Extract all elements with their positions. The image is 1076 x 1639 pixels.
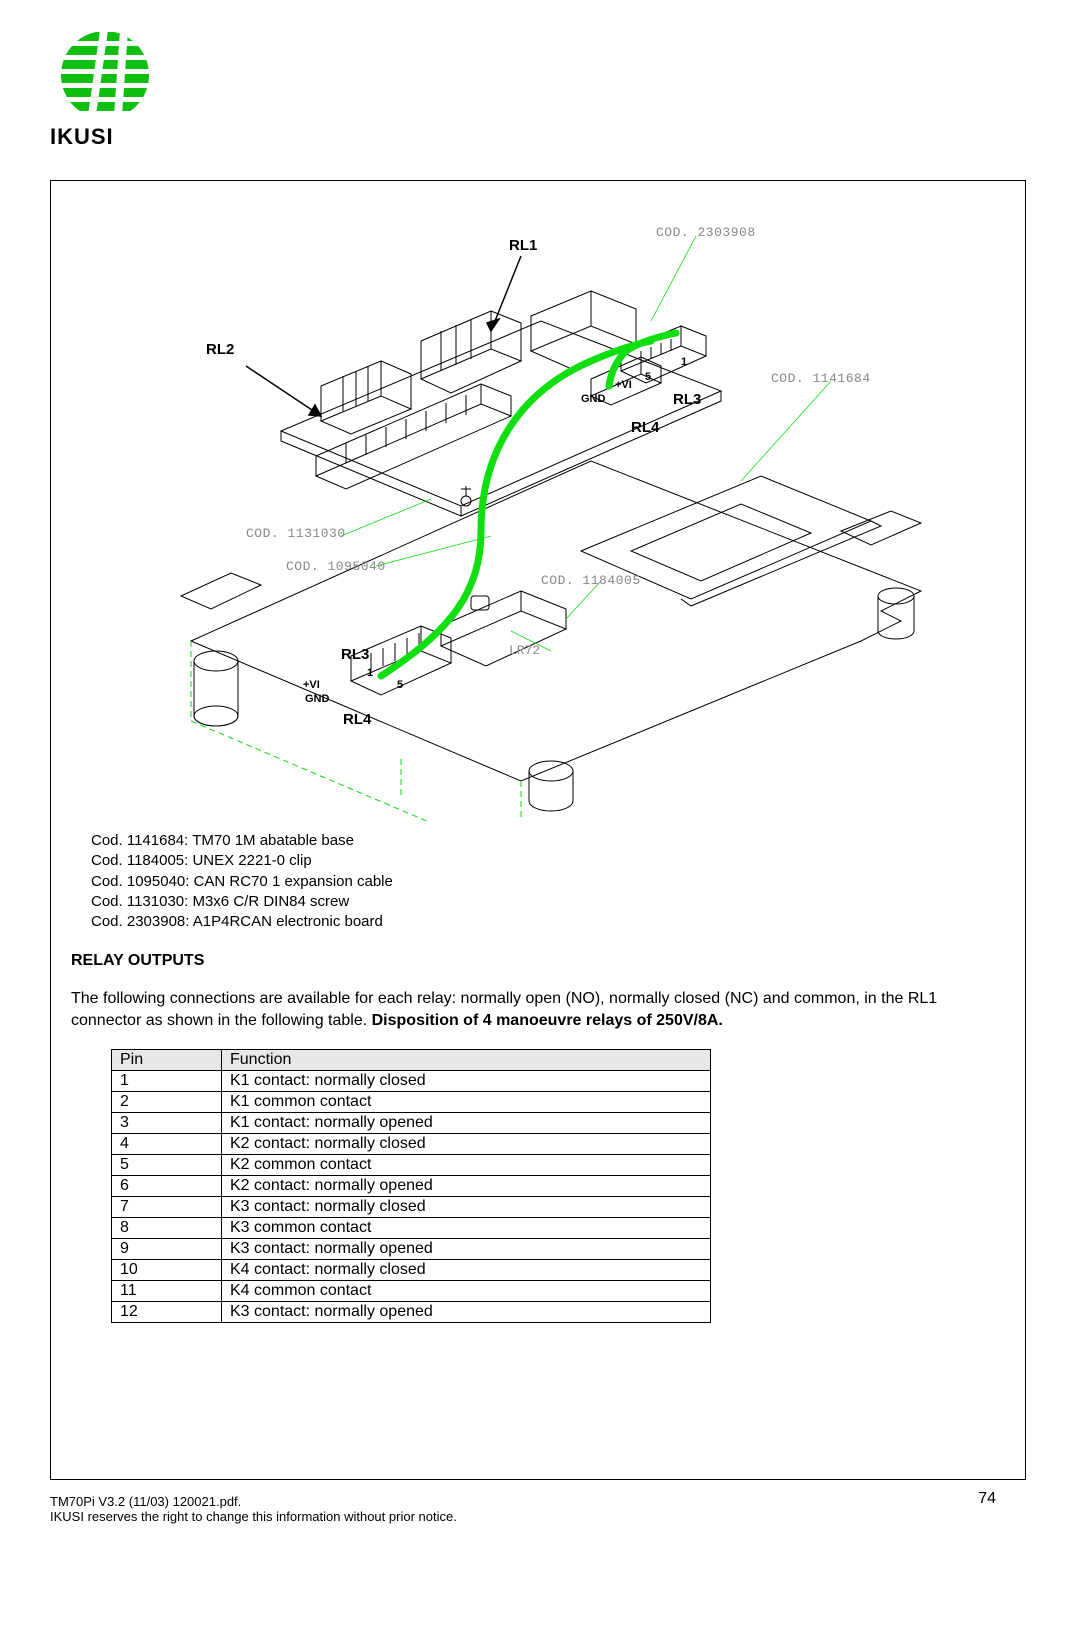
table-row: 4K2 contact: normally closed: [112, 1134, 711, 1155]
label-pin5-bot: 5: [397, 679, 403, 691]
table-row: 5K2 common contact: [112, 1155, 711, 1176]
brand-name: IKUSI: [50, 124, 1026, 150]
logo-globe-icon: [50, 30, 160, 120]
table-row: 10K4 contact: normally closed: [112, 1260, 711, 1281]
table-cell-function: K4 common contact: [222, 1281, 711, 1302]
footer-line1: TM70Pi V3.2 (11/03) 120021.pdf.: [50, 1494, 1026, 1509]
table-cell-pin: 5: [112, 1155, 222, 1176]
table-row: 2K1 common contact: [112, 1092, 711, 1113]
relay-pin-table: Pin Function 1K1 contact: normally close…: [111, 1049, 711, 1323]
table-row: 6K2 contact: normally opened: [112, 1176, 711, 1197]
table-row: 1K1 contact: normally closed: [112, 1071, 711, 1092]
code-1131030: COD. 1131030: [246, 526, 346, 541]
label-rl3-top: RL3: [673, 391, 701, 408]
label-pin5-top: 5: [645, 371, 651, 383]
pcb-diagram: RL1 RL2 RL3 RL4 +VI GND 1 5 RL3 RL4 +VI …: [71, 201, 1005, 821]
cod-line: Cod. 1141684: TM70 1M abatable base: [91, 831, 1005, 851]
code-1184005: COD. 1184005: [541, 573, 641, 588]
code-1095040: COD. 1095040: [286, 559, 386, 574]
table-cell-function: K3 contact: normally closed: [222, 1197, 711, 1218]
footer-line2: IKUSI reserves the right to change this …: [50, 1509, 1026, 1524]
table-cell-function: K1 contact: normally closed: [222, 1071, 711, 1092]
label-pin1-bot: 1: [367, 667, 373, 679]
table-row: 8K3 common contact: [112, 1218, 711, 1239]
table-cell-pin: 9: [112, 1239, 222, 1260]
table-row: 7K3 contact: normally closed: [112, 1197, 711, 1218]
table-row: 11K4 common contact: [112, 1281, 711, 1302]
label-plusvi-bot: +VI: [303, 679, 320, 691]
table-cell-function: K4 contact: normally closed: [222, 1260, 711, 1281]
label-rl4-bot: RL4: [343, 711, 371, 728]
label-plusvi-top: +VI: [615, 379, 632, 391]
paragraph-bold: Disposition of 4 manoeuvre relays of 250…: [372, 1012, 723, 1029]
table-cell-pin: 2: [112, 1092, 222, 1113]
table-cell-pin: 10: [112, 1260, 222, 1281]
table-cell-pin: 4: [112, 1134, 222, 1155]
label-gnd-bot: GND: [305, 693, 329, 705]
table-cell-pin: 8: [112, 1218, 222, 1239]
table-cell-pin: 12: [112, 1302, 222, 1323]
table-row: 3K1 contact: normally opened: [112, 1113, 711, 1134]
table-cell-pin: 3: [112, 1113, 222, 1134]
label-gnd-top: GND: [581, 393, 605, 405]
section-heading: RELAY OUTPUTS: [71, 952, 1005, 970]
table-cell-function: K3 common contact: [222, 1218, 711, 1239]
table-cell-function: K1 common contact: [222, 1092, 711, 1113]
body-paragraph: The following connections are available …: [71, 988, 1005, 1031]
table-row: 9K3 contact: normally opened: [112, 1239, 711, 1260]
cod-line: Cod. 1095040: CAN RC70 1 expansion cable: [91, 872, 1005, 892]
page-number: 74: [978, 1490, 996, 1508]
table-header-row: Pin Function: [112, 1050, 711, 1071]
table-cell-function: K3 contact: normally opened: [222, 1239, 711, 1260]
page-footer: TM70Pi V3.2 (11/03) 120021.pdf. IKUSI re…: [50, 1490, 1026, 1544]
table-cell-function: K1 contact: normally opened: [222, 1113, 711, 1134]
cod-line: Cod. 1184005: UNEX 2221-0 clip: [91, 851, 1005, 871]
code-1141684: COD. 1141684: [771, 371, 871, 386]
table-cell-pin: 7: [112, 1197, 222, 1218]
label-lr72: LR72: [509, 643, 540, 658]
table-header-pin: Pin: [112, 1050, 222, 1071]
table-header-function: Function: [222, 1050, 711, 1071]
table-row: 12K3 contact: normally opened: [112, 1302, 711, 1323]
table-cell-pin: 1: [112, 1071, 222, 1092]
cod-line: Cod. 1131030: M3x6 C/R DIN84 screw: [91, 892, 1005, 912]
label-rl2: RL2: [206, 341, 234, 358]
table-cell-function: K3 contact: normally opened: [222, 1302, 711, 1323]
cod-line: Cod. 2303908: A1P4RCAN electronic board: [91, 912, 1005, 932]
label-rl1: RL1: [509, 237, 537, 254]
table-cell-pin: 6: [112, 1176, 222, 1197]
cod-list: Cod. 1141684: TM70 1M abatable base Cod.…: [91, 831, 1005, 932]
label-rl3-bot: RL3: [341, 646, 369, 663]
brand-logo: IKUSI: [50, 30, 1026, 150]
table-cell-function: K2 contact: normally opened: [222, 1176, 711, 1197]
code-2303908: COD. 2303908: [656, 225, 756, 240]
table-cell-function: K2 common contact: [222, 1155, 711, 1176]
pcb-diagram-svg: [121, 201, 941, 821]
content-frame: RL1 RL2 RL3 RL4 +VI GND 1 5 RL3 RL4 +VI …: [50, 180, 1026, 1480]
label-rl4-top: RL4: [631, 419, 659, 436]
table-cell-function: K2 contact: normally closed: [222, 1134, 711, 1155]
table-cell-pin: 11: [112, 1281, 222, 1302]
label-pin1-top: 1: [681, 356, 687, 368]
